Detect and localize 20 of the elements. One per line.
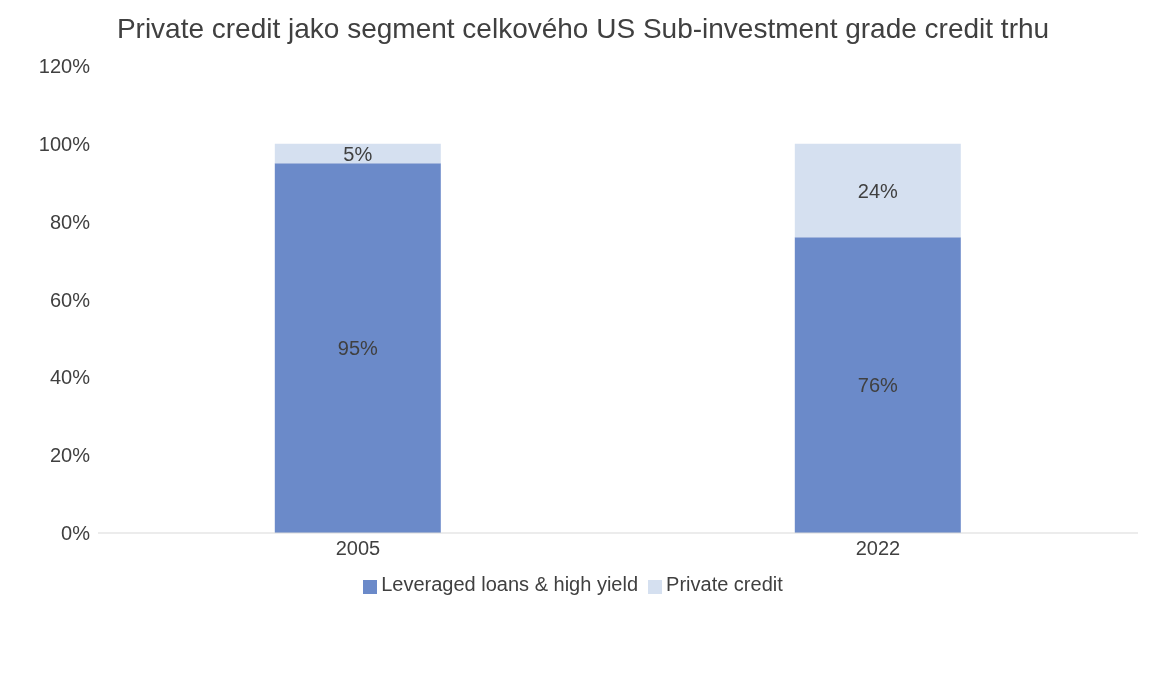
y-tick-label: 0% <box>61 522 91 545</box>
y-tick-label: 100% <box>38 132 91 155</box>
bar <box>794 237 961 533</box>
legend-label: Private credit <box>666 573 783 595</box>
bar <box>794 143 961 238</box>
bar <box>274 143 441 164</box>
legend-label: Leveraged loans & high yield <box>381 573 639 595</box>
x-tick-label: 2022 <box>855 537 901 560</box>
data-label: 76% <box>857 374 899 397</box>
y-tick-label: 40% <box>49 366 91 389</box>
chart-title: Private credit jako segment celkového US Sub-investment grade credit trhu <box>115 12 1051 46</box>
y-tick-label: 80% <box>49 210 91 233</box>
data-label: 24% <box>857 179 899 202</box>
data-label: 5% <box>343 142 373 165</box>
bar <box>274 163 441 533</box>
y-tick-label: 120% <box>38 55 91 78</box>
y-tick-label: 20% <box>49 444 91 467</box>
y-tick-label: 60% <box>49 288 91 311</box>
data-label: 95% <box>337 337 379 360</box>
x-tick-label: 2005 <box>335 537 381 560</box>
